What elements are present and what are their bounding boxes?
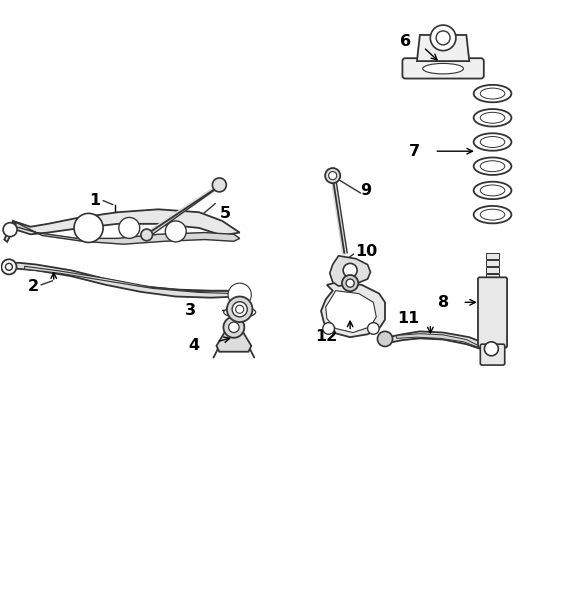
- Polygon shape: [321, 282, 385, 337]
- FancyBboxPatch shape: [485, 260, 499, 266]
- Text: 12: 12: [315, 329, 338, 343]
- Polygon shape: [13, 221, 239, 244]
- Circle shape: [323, 323, 335, 334]
- Circle shape: [165, 221, 186, 242]
- FancyBboxPatch shape: [485, 282, 499, 286]
- FancyBboxPatch shape: [485, 253, 499, 259]
- Text: 5: 5: [220, 206, 231, 221]
- Circle shape: [329, 171, 337, 180]
- Ellipse shape: [480, 209, 505, 220]
- Text: 6: 6: [400, 34, 411, 49]
- Circle shape: [346, 279, 354, 287]
- Polygon shape: [388, 331, 492, 356]
- Circle shape: [74, 213, 103, 243]
- Circle shape: [367, 323, 379, 334]
- Ellipse shape: [480, 161, 505, 171]
- Polygon shape: [321, 282, 385, 337]
- Ellipse shape: [474, 133, 512, 151]
- Circle shape: [342, 275, 358, 291]
- Circle shape: [436, 31, 450, 45]
- Polygon shape: [13, 209, 239, 235]
- Text: 2: 2: [28, 279, 39, 294]
- FancyBboxPatch shape: [480, 344, 505, 365]
- Circle shape: [3, 223, 17, 237]
- Polygon shape: [417, 35, 470, 61]
- Ellipse shape: [224, 307, 256, 317]
- Polygon shape: [7, 263, 239, 298]
- Polygon shape: [326, 291, 376, 333]
- FancyBboxPatch shape: [402, 58, 484, 78]
- Polygon shape: [397, 334, 478, 347]
- Circle shape: [377, 331, 392, 346]
- Text: 3: 3: [185, 303, 196, 318]
- Text: 1: 1: [89, 193, 100, 208]
- Polygon shape: [7, 263, 239, 298]
- Circle shape: [232, 287, 247, 302]
- Circle shape: [5, 263, 12, 270]
- Ellipse shape: [474, 158, 512, 175]
- Circle shape: [213, 178, 227, 192]
- Text: 11: 11: [398, 311, 420, 326]
- Circle shape: [224, 317, 244, 338]
- Polygon shape: [25, 266, 234, 294]
- Circle shape: [484, 342, 498, 356]
- Text: 7: 7: [409, 144, 420, 159]
- Ellipse shape: [480, 136, 505, 148]
- FancyBboxPatch shape: [485, 267, 499, 273]
- Text: 4: 4: [188, 339, 199, 353]
- Polygon shape: [330, 256, 370, 286]
- Ellipse shape: [423, 63, 464, 74]
- FancyBboxPatch shape: [485, 275, 499, 280]
- Circle shape: [235, 305, 244, 313]
- Polygon shape: [13, 221, 239, 244]
- Circle shape: [325, 168, 340, 183]
- Circle shape: [430, 25, 456, 50]
- Polygon shape: [388, 331, 492, 356]
- Circle shape: [227, 296, 252, 322]
- Circle shape: [1, 259, 16, 275]
- Circle shape: [343, 263, 357, 278]
- Ellipse shape: [474, 181, 512, 199]
- Polygon shape: [4, 221, 16, 242]
- Circle shape: [228, 283, 251, 307]
- FancyBboxPatch shape: [478, 278, 507, 347]
- Ellipse shape: [480, 185, 505, 196]
- FancyBboxPatch shape: [485, 288, 499, 294]
- Ellipse shape: [474, 85, 512, 102]
- Ellipse shape: [480, 88, 505, 99]
- Polygon shape: [217, 331, 251, 352]
- Circle shape: [232, 302, 247, 317]
- Circle shape: [141, 229, 152, 241]
- Circle shape: [229, 322, 239, 333]
- Text: 8: 8: [438, 295, 449, 310]
- Circle shape: [119, 218, 140, 238]
- Text: 9: 9: [360, 183, 371, 198]
- Polygon shape: [330, 256, 370, 286]
- Ellipse shape: [474, 206, 512, 224]
- Ellipse shape: [480, 112, 505, 123]
- Polygon shape: [13, 209, 239, 235]
- Ellipse shape: [474, 109, 512, 126]
- Polygon shape: [417, 35, 470, 61]
- Text: 10: 10: [354, 244, 377, 259]
